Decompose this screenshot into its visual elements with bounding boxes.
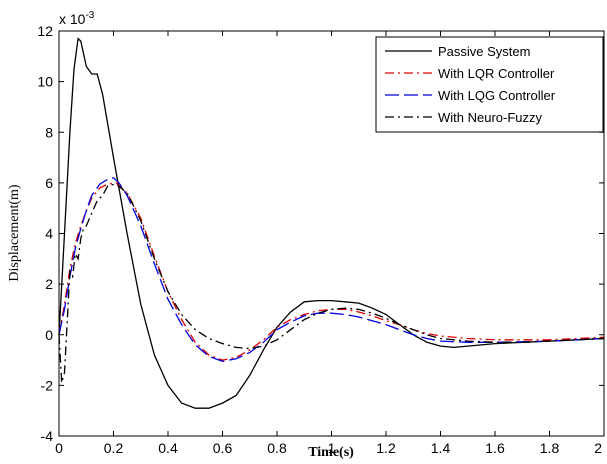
x-tick-label: 1.8 — [540, 440, 560, 456]
axis-ticks-group — [58, 30, 605, 437]
legend-label-1: Passive System — [438, 44, 530, 59]
x-axis-title: Time(s) — [308, 445, 354, 460]
y-tick-label: 4 — [45, 226, 53, 242]
y-axis-title: Displacement(m) — [7, 184, 22, 282]
x-tick-label: 1 — [328, 440, 336, 456]
legend-box — [375, 36, 604, 133]
x-tick-label: 0 — [55, 440, 63, 456]
x-tick-label: 2 — [594, 440, 602, 456]
y-tick-label: 10 — [37, 74, 53, 90]
series-line-4 — [58, 183, 605, 383]
y-tick-label: 6 — [45, 175, 53, 191]
series-line-3 — [58, 177, 605, 362]
y-tick-label: 8 — [45, 124, 53, 140]
x-tick-label: 0.2 — [104, 440, 124, 456]
legend-label-3: With LQG Controller — [438, 88, 556, 103]
x-tick-label: 0.8 — [267, 440, 287, 456]
legend-label-4: With Neuro-Fuzzy — [438, 110, 543, 125]
series-line-2 — [58, 182, 605, 361]
y-tick-label: 0 — [45, 327, 53, 343]
y-tick-label: 12 — [37, 23, 53, 39]
y-tick-label: 2 — [45, 276, 53, 292]
y-tick-label: -2 — [41, 377, 54, 393]
legend: Passive System With LQR Controller With LQ… — [375, 36, 604, 133]
legend-label-2: With LQR Controller — [438, 66, 555, 81]
y-multiplier-label: x 10-3 — [59, 10, 95, 27]
plot-series-group — [58, 37, 605, 409]
x-tick-label: 1.4 — [431, 440, 451, 456]
x-tick-label: 0.4 — [158, 440, 178, 456]
y-tick-label: -4 — [41, 428, 54, 444]
x-tick-label: 0.6 — [213, 440, 233, 456]
tick-labels-group: 0 0.2 0.4 0.6 0.8 1 1.2 1.4 1.6 1.8 2 -4 -2 0 2 4 6 8 10 12 — [37, 23, 602, 456]
x-tick-label: 1.6 — [485, 440, 505, 456]
series-line-1 — [58, 37, 605, 409]
x-tick-label: 1.2 — [376, 440, 396, 456]
